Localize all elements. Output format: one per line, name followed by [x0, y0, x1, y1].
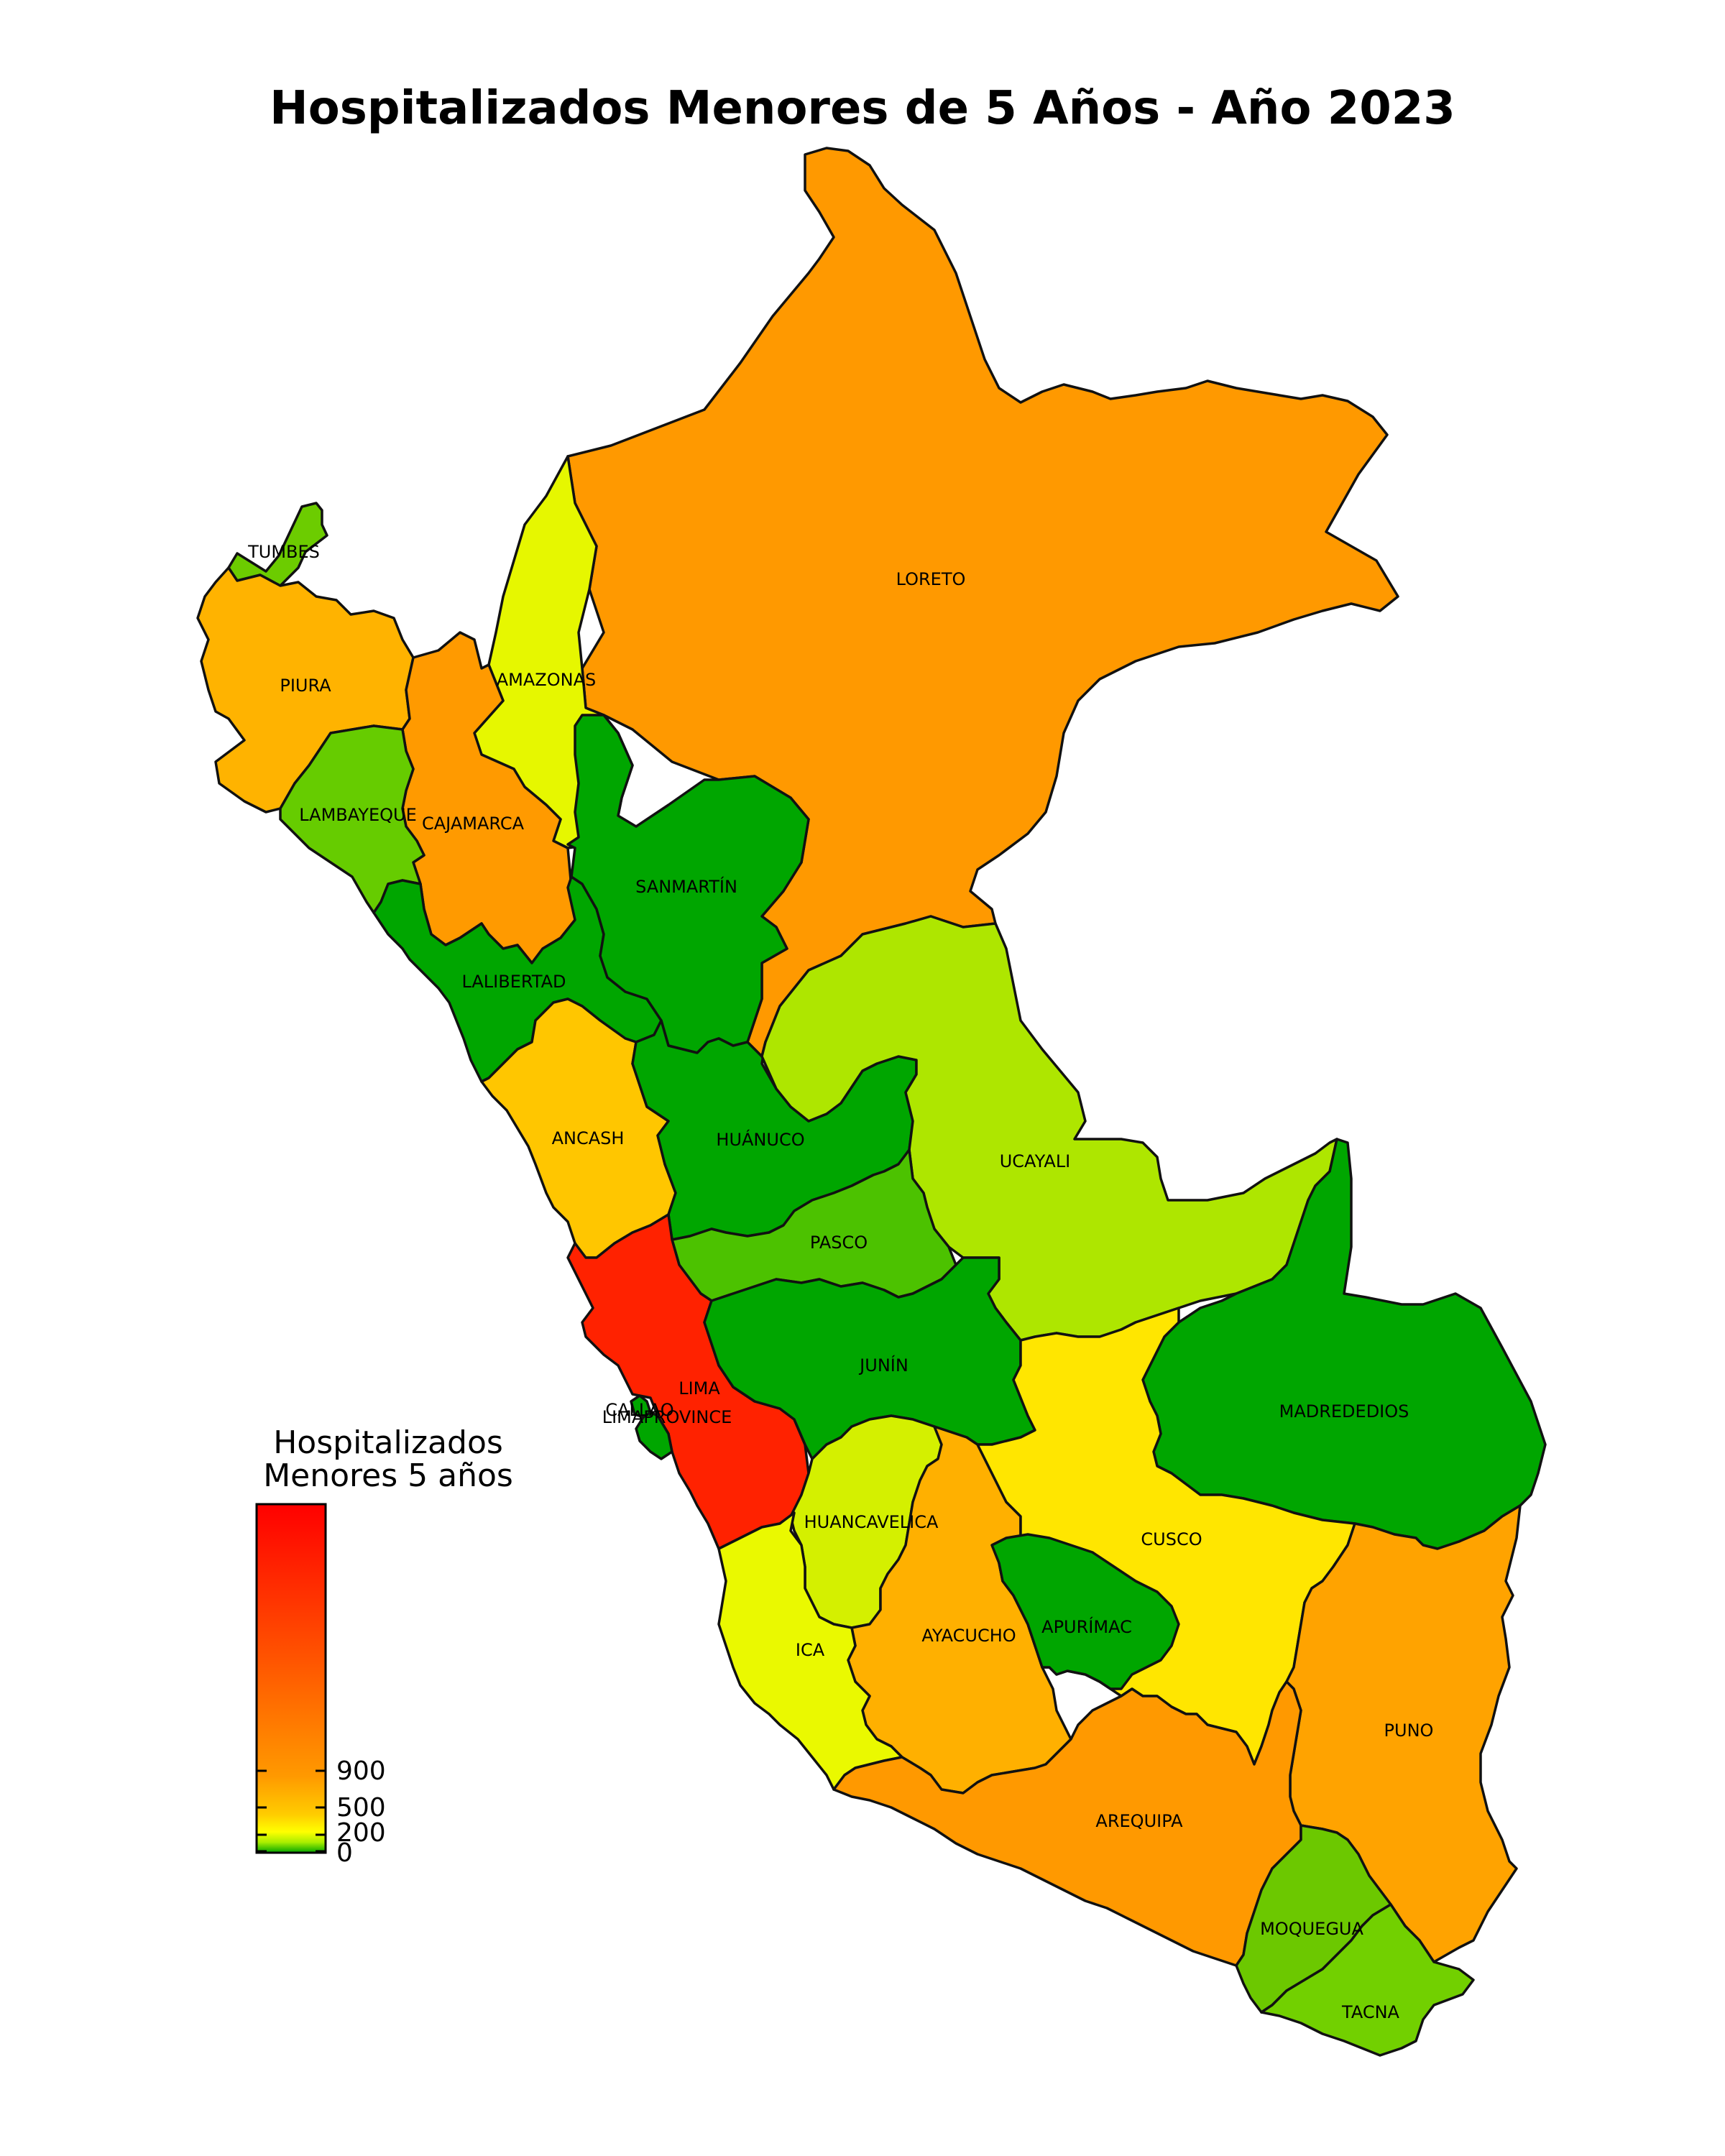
region-label-tacna: TACNA: [1341, 2002, 1400, 2022]
region-apurimac: [990, 1533, 1180, 1690]
region-label-cusco: CUSCO: [1141, 1529, 1202, 1549]
region-label-ica: ICA: [796, 1640, 825, 1660]
region-label-callao: CALLAO: [605, 1400, 673, 1420]
region-label-puno: PUNO: [1384, 1720, 1434, 1741]
region-ica: [717, 1511, 903, 1791]
region-label-madrededios: MADREDEDIOS: [1279, 1401, 1409, 1422]
legend-tick-label-200: 200: [336, 1818, 386, 1848]
region-label-cajamarca: CAJAMARCA: [422, 814, 525, 834]
region-label-amazonas: AMAZONAS: [497, 670, 596, 690]
region-label-apurimac: APURÍMAC: [1041, 1616, 1132, 1637]
region-label-moquegua: MOQUEGUA: [1260, 1919, 1363, 1939]
region-label-tumbes: TUMBES: [247, 542, 320, 562]
region-label-junin: JUNÍN: [858, 1355, 908, 1376]
region-label-huancavelica: HUANCAVELICA: [804, 1512, 939, 1532]
region-label-huanuco: HUÁNUCO: [716, 1129, 804, 1150]
region-limaprovince: [635, 1411, 673, 1460]
legend-title-line2: Menores 5 años: [263, 1457, 513, 1494]
region-label-piura: PIURA: [280, 676, 331, 696]
legend-title-line1: Hospitalizados: [273, 1424, 503, 1461]
region-label-lambayeque: LAMBAYEQUE: [299, 805, 417, 825]
legend-colorbar: [255, 1503, 327, 1854]
region-label-arequipa: AREQUIPA: [1095, 1811, 1183, 1831]
region-label-limaprovince: LIMAPROVINCE: [602, 1407, 732, 1427]
region-label-lalibertad: LALIBERTAD: [461, 972, 566, 992]
legend-tick-label-0: 0: [336, 1838, 353, 1868]
region-label-pasco: PASCO: [810, 1233, 868, 1253]
region-label-ancash: ANCASH: [552, 1128, 625, 1148]
map-title: Hospitalizados Menores de 5 Años - Año 2…: [270, 82, 1455, 135]
region-tacna: [1260, 1903, 1475, 2057]
legend-tick-label-900: 900: [336, 1756, 386, 1786]
region-label-ucayali: UCAYALI: [1000, 1151, 1071, 1171]
region-arequipa: [832, 1680, 1302, 1967]
legend-tick-label-500: 500: [336, 1793, 386, 1823]
region-label-ayacucho: AYACUCHO: [921, 1626, 1016, 1646]
region-label-sanmartin: SANMARTÍN: [635, 876, 737, 897]
region-label-lima: LIMA: [678, 1378, 720, 1399]
region-label-loreto: LORETO: [896, 569, 966, 589]
